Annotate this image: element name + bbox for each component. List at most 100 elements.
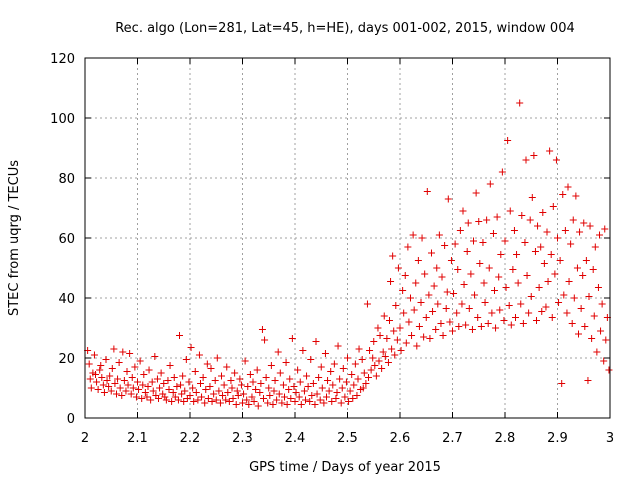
- data-point: [165, 386, 173, 393]
- data-point: [465, 305, 473, 312]
- data-point: [498, 168, 506, 176]
- data-point: [218, 372, 225, 380]
- data-point: [438, 273, 446, 281]
- data-point: [397, 347, 405, 354]
- data-point: [547, 251, 555, 258]
- data-point: [363, 300, 371, 308]
- data-point: [176, 332, 183, 339]
- data-point: [437, 320, 445, 327]
- data-point: [292, 389, 300, 396]
- data-point: [270, 387, 278, 395]
- data-point: [559, 191, 567, 198]
- data-point: [105, 383, 113, 390]
- data-point: [303, 372, 311, 380]
- data-point: [522, 156, 530, 164]
- data-point: [594, 284, 602, 291]
- x-tick-label: 2.1: [127, 431, 148, 446]
- data-point: [288, 335, 296, 342]
- data-point: [501, 237, 509, 245]
- data-point: [394, 264, 402, 272]
- x-tick-label: 2: [81, 431, 89, 446]
- data-point: [418, 234, 426, 242]
- data-point: [315, 374, 323, 381]
- data-point: [222, 396, 230, 404]
- data-point: [410, 306, 418, 314]
- data-point: [540, 260, 548, 267]
- data-point: [391, 351, 399, 359]
- data-point: [198, 393, 206, 401]
- data-point: [157, 369, 165, 377]
- data-point: [516, 99, 524, 107]
- data-point: [168, 398, 176, 405]
- data-point: [179, 372, 187, 380]
- data-point: [203, 360, 211, 368]
- data-point: [208, 398, 216, 405]
- data-point: [162, 396, 170, 404]
- data-point: [275, 390, 283, 398]
- data-point: [102, 356, 110, 363]
- data-point: [454, 266, 462, 273]
- x-tick-label: 2.4: [285, 431, 306, 446]
- data-point: [187, 344, 195, 351]
- data-point: [333, 389, 341, 396]
- data-point: [166, 362, 174, 369]
- data-point: [521, 239, 529, 246]
- data-point: [147, 396, 155, 404]
- data-point: [254, 402, 262, 410]
- data-point: [554, 234, 561, 242]
- data-point: [556, 257, 564, 264]
- data-point: [211, 377, 219, 384]
- data-point: [127, 390, 135, 398]
- data-point: [285, 386, 293, 393]
- data-point: [261, 336, 269, 344]
- data-point: [491, 287, 498, 294]
- data-point: [602, 336, 610, 344]
- data-point: [572, 192, 580, 200]
- data-point: [320, 399, 328, 407]
- data-point: [422, 314, 430, 321]
- data-point: [191, 368, 199, 375]
- data-point: [359, 384, 367, 392]
- data-point: [546, 147, 554, 155]
- y-tick-label: 100: [50, 112, 75, 127]
- data-point: [558, 380, 566, 387]
- data-point: [136, 357, 144, 365]
- data-point: [195, 351, 203, 359]
- data-point: [548, 314, 556, 321]
- data-point: [299, 347, 307, 354]
- data-point: [309, 380, 317, 387]
- data-point: [544, 278, 552, 285]
- data-point: [489, 230, 497, 237]
- data-point: [481, 299, 489, 306]
- data-point: [256, 389, 264, 396]
- data-point: [87, 384, 95, 392]
- data-point: [192, 389, 200, 396]
- data-point: [330, 360, 338, 368]
- data-point: [250, 398, 258, 405]
- data-point: [342, 378, 350, 386]
- data-point: [506, 207, 514, 215]
- data-point: [225, 398, 233, 405]
- data-point: [354, 375, 362, 383]
- data-point: [467, 270, 475, 278]
- data-point: [585, 293, 593, 300]
- data-point: [471, 291, 479, 299]
- data-point: [108, 365, 116, 372]
- data-point: [580, 219, 588, 227]
- data-point: [149, 387, 157, 395]
- data-point: [468, 326, 476, 333]
- data-point: [194, 396, 202, 404]
- data-point: [210, 390, 218, 398]
- data-point: [241, 357, 249, 365]
- data-point: [381, 353, 389, 360]
- data-point: [389, 252, 397, 260]
- data-point: [505, 302, 513, 309]
- data-point: [530, 152, 538, 159]
- data-point: [527, 293, 535, 300]
- data-point: [240, 390, 248, 398]
- data-point: [351, 360, 359, 368]
- data-point: [569, 216, 577, 224]
- data-point: [204, 395, 212, 402]
- data-point: [460, 281, 468, 288]
- data-point: [171, 393, 179, 401]
